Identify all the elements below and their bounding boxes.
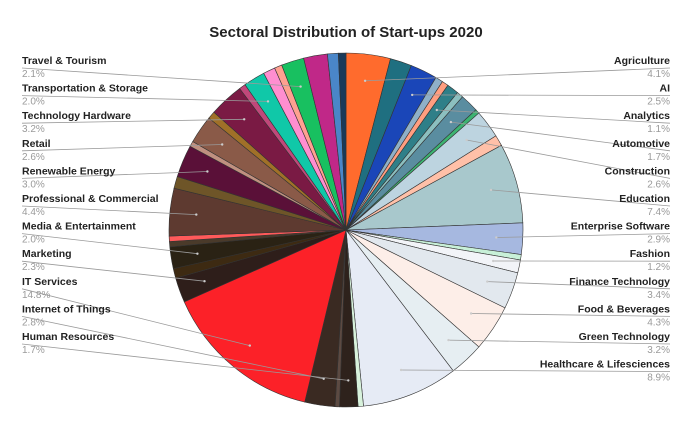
leader-dot-fashion — [492, 259, 495, 263]
label-enterprise-software: Enterprise Software — [571, 221, 670, 233]
value-education: 7.4% — [647, 207, 670, 218]
leader-dot-healthcare-and-lifesciences — [399, 368, 403, 372]
leader-dot-marketing — [203, 280, 206, 283]
leader-dot-it-services — [248, 344, 251, 347]
slice-unlabeled-43 — [338, 52, 347, 231]
leader-dot-renewable-energy — [206, 170, 209, 173]
leader-marketing — [21, 260, 205, 282]
value-analytics: 1.1% — [647, 124, 670, 135]
slice-labels: Agriculture 4.1% AI 2.5% Analytics 1.1% Automo… — [22, 55, 670, 384]
label-marketing: Marketing — [22, 248, 72, 260]
label-green-technology: Green Technology — [579, 331, 671, 343]
leader-dot-technology-hardware — [243, 118, 246, 121]
label-it-services: IT Services — [22, 276, 78, 288]
leader-professional-and-commercial — [21, 205, 197, 215]
value-finance-technology: 3.4% — [647, 290, 670, 301]
leader-retail — [21, 144, 223, 152]
leader-automotive — [450, 121, 671, 152]
leader-analytics — [436, 109, 671, 124]
label-travel-and-tourism: Travel & Tourism — [22, 55, 106, 67]
leader-dot-internet-of-things — [322, 377, 325, 380]
leader-dot-transportation-and-storage — [266, 100, 270, 103]
leader-enterprise-software — [496, 233, 671, 238]
leader-dot-construction — [465, 138, 468, 142]
leader-dot-human-resources — [347, 379, 350, 382]
label-renewable-energy: Renewable Energy — [22, 165, 116, 177]
label-food-and-beverages: Food & Beverages — [578, 303, 670, 315]
value-internet-of-things: 2.8% — [22, 317, 45, 328]
leader-agriculture — [365, 67, 671, 82]
leader-human-resources — [21, 343, 349, 381]
value-fashion: 1.2% — [647, 262, 670, 273]
leader-dot-ai — [411, 93, 414, 97]
leader-dot-agriculture — [363, 79, 367, 83]
leader-dot-education — [489, 188, 493, 192]
label-construction: Construction — [605, 165, 670, 177]
leader-education — [490, 189, 671, 207]
value-construction: 2.6% — [647, 179, 670, 190]
value-enterprise-software: 2.9% — [647, 235, 670, 246]
leader-construction — [466, 139, 671, 179]
leader-green-technology — [448, 339, 671, 345]
value-agriculture: 4.1% — [647, 69, 670, 80]
leader-internet-of-things — [21, 316, 324, 380]
label-analytics: Analytics — [623, 110, 670, 122]
value-ai: 2.5% — [647, 97, 670, 108]
leader-media-and-entertainment — [21, 233, 198, 255]
label-human-resources: Human Resources — [22, 331, 114, 343]
leader-finance-technology — [487, 281, 671, 290]
leader-dot-retail — [221, 143, 224, 146]
value-professional-and-commercial: 4.4% — [22, 207, 45, 218]
leader-renewable-energy — [21, 171, 208, 179]
label-finance-technology: Finance Technology — [569, 276, 670, 288]
label-technology-hardware: Technology Hardware — [22, 110, 131, 122]
leader-lines — [21, 67, 671, 382]
slice-it-services — [183, 229, 347, 403]
leader-dot-green-technology — [447, 338, 450, 342]
label-professional-and-commercial: Professional & Commercial — [22, 193, 159, 205]
value-transportation-and-storage: 2.0% — [22, 97, 45, 108]
label-ai: AI — [660, 83, 671, 95]
value-renewable-energy: 3.0% — [22, 179, 45, 190]
leader-dot-analytics — [435, 108, 438, 112]
value-it-services: 14.8% — [22, 290, 50, 301]
label-retail: Retail — [22, 138, 51, 150]
leader-healthcare-and-lifesciences — [401, 369, 671, 372]
label-agriculture: Agriculture — [614, 55, 670, 67]
label-fashion: Fashion — [630, 248, 670, 260]
slice-healthcare-and-lifesciences — [345, 228, 454, 407]
leader-transportation-and-storage — [21, 95, 269, 102]
pie-slices — [168, 52, 524, 408]
label-media-and-entertainment: Media & Entertainment — [22, 221, 136, 233]
leader-food-and-beverages — [471, 313, 671, 317]
chart-title: Sectoral Distribution of Start-ups 2020 — [209, 24, 482, 41]
value-media-and-entertainment: 2.0% — [22, 235, 45, 246]
value-healthcare-and-lifesciences: 8.9% — [647, 373, 670, 384]
leader-technology-hardware — [21, 118, 245, 124]
label-healthcare-and-lifesciences: Healthcare & Lifesciences — [540, 359, 670, 371]
leader-dot-automotive — [449, 120, 453, 124]
leader-dot-food-and-beverages — [469, 312, 473, 315]
leader-dot-finance-technology — [486, 280, 489, 283]
leader-it-services — [21, 288, 250, 346]
leader-dot-professional-and-commercial — [195, 213, 198, 216]
label-internet-of-things: Internet of Things — [22, 303, 111, 315]
label-transportation-and-storage: Transportation & Storage — [22, 83, 148, 95]
label-automotive: Automotive — [612, 138, 670, 150]
leader-dot-travel-and-tourism — [299, 85, 302, 88]
value-human-resources: 1.7% — [22, 345, 45, 356]
value-automotive: 1.7% — [647, 152, 670, 163]
value-technology-hardware: 3.2% — [22, 124, 45, 135]
value-food-and-beverages: 4.3% — [647, 317, 670, 328]
value-travel-and-tourism: 2.1% — [22, 69, 45, 80]
leader-dot-enterprise-software — [495, 236, 498, 239]
value-marketing: 2.3% — [22, 262, 45, 273]
value-retail: 2.6% — [22, 152, 45, 163]
leader-ai — [412, 94, 671, 96]
leader-travel-and-tourism — [21, 67, 301, 87]
label-education: Education — [619, 193, 670, 205]
value-green-technology: 3.2% — [647, 345, 670, 356]
leader-dot-media-and-entertainment — [196, 252, 199, 255]
